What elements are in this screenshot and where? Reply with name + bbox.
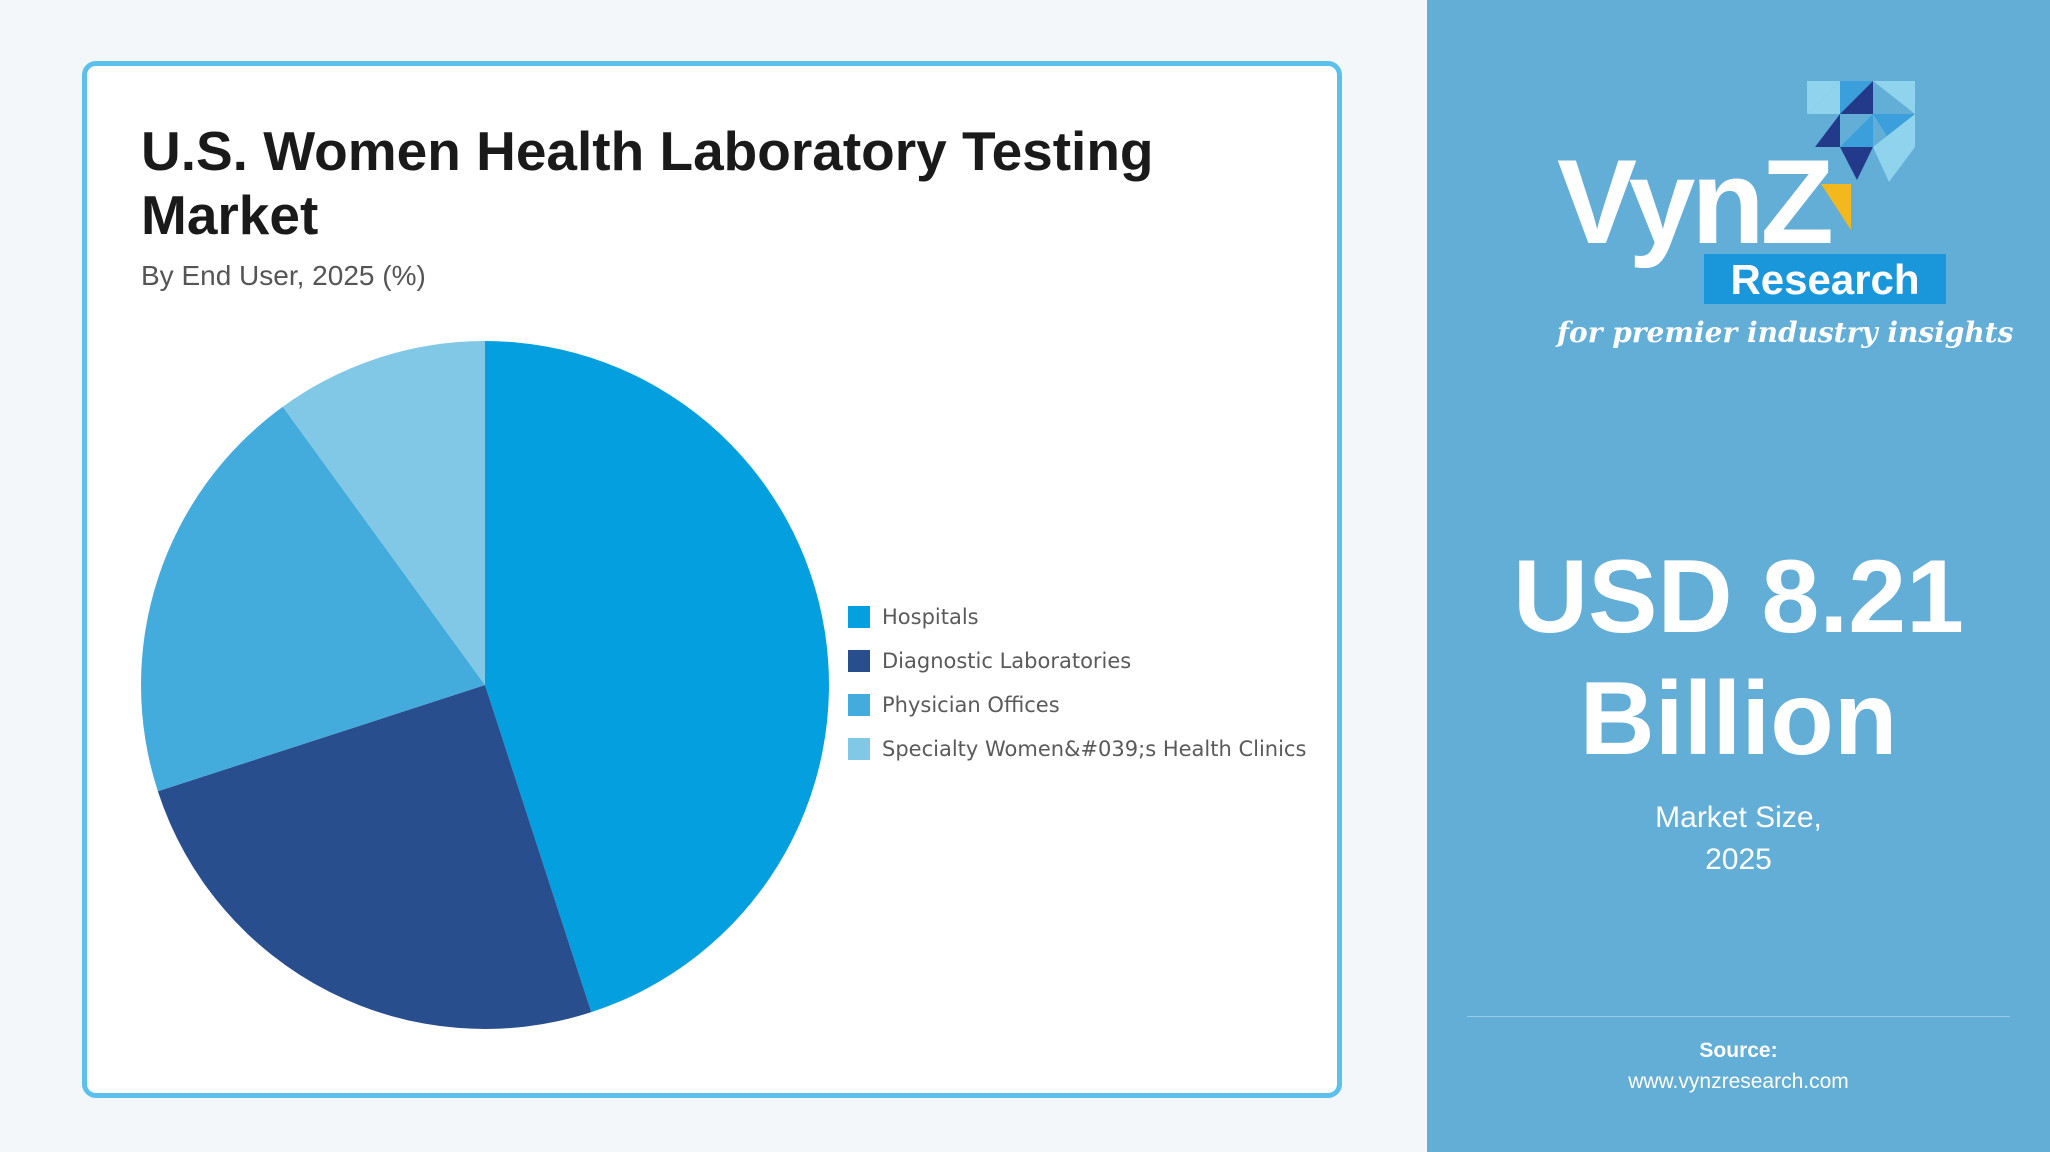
logo-triangle: [1873, 147, 1915, 182]
pie-slice-diagnostic-laboratories: [157, 685, 592, 1029]
logo-wordmark: VynZ: [1557, 135, 1831, 269]
legend-item-hospitals: Hospitals: [848, 605, 979, 629]
logo-triangle: [1840, 147, 1873, 180]
logo-triangle: [1840, 81, 1873, 114]
legend-swatch: [848, 694, 870, 716]
pie-chart: Hospitals Diagnostic Laboratories Physicia…: [141, 341, 1306, 1029]
pie-slices: [141, 341, 829, 1029]
logo-triangle: [1873, 81, 1915, 114]
vynz-research-logo: VynZ Research for premier industry insig…: [1555, 81, 2014, 349]
source-heading: Source:: [1699, 1039, 1778, 1062]
logo-triangle: [1815, 114, 1840, 147]
logo-mosaic-mark: [1807, 81, 1915, 182]
pie-slice-specialty-women-039-s-health-clinics: [282, 341, 485, 685]
legend-swatch: [848, 606, 870, 628]
market-size-value: USD 8.21 Billion: [1513, 539, 1964, 777]
market-size-label-line1: Market Size,: [1655, 801, 1822, 834]
logo-tagline: for premier industry insights: [1555, 316, 2014, 349]
logo-z-accent: [1821, 184, 1851, 230]
side-panel: VynZ Research for premier industry insig…: [1427, 0, 2050, 1152]
logo-research-text: Research: [1730, 256, 1919, 303]
divider: [1467, 1016, 2010, 1017]
legend-item-physician-offices: Physician Offices: [848, 693, 1060, 717]
source-link[interactable]: www.vynzresearch.com: [1628, 1070, 1849, 1093]
legend-label: Diagnostic Laboratories: [882, 649, 1131, 673]
chart-subtitle: By End User, 2025 (%): [141, 260, 426, 291]
logo-research-badge: [1704, 254, 1946, 304]
market-size-label-line2: 2025: [1705, 843, 1772, 876]
pie-slice-physician-offices: [141, 406, 485, 792]
legend-item-specialty-women-039-s-health-clinics: Specialty Women&#039;s Health Clinics: [848, 737, 1306, 761]
legend-label: Hospitals: [882, 605, 979, 629]
chart-title: U.S. Women Health Laboratory Testing Mar…: [141, 120, 1154, 246]
logo-triangle: [1873, 114, 1915, 147]
logo-triangle: [1840, 114, 1873, 147]
legend-item-diagnostic-laboratories: Diagnostic Laboratories: [848, 649, 1131, 673]
logo-triangle: [1807, 81, 1840, 114]
legend-swatch: [848, 650, 870, 672]
chart-legend: Hospitals Diagnostic Laboratories Physicia…: [848, 605, 1306, 761]
chart-card: U.S. Women Health Laboratory Testing Mar…: [82, 61, 1342, 1098]
legend-label: Physician Offices: [882, 693, 1060, 717]
legend-label: Specialty Women&#039;s Health Clinics: [882, 737, 1306, 761]
pie-slice-hospitals: [485, 341, 829, 1013]
legend-swatch: [848, 738, 870, 760]
market-size-label: Market Size, 2025: [1427, 797, 2050, 881]
